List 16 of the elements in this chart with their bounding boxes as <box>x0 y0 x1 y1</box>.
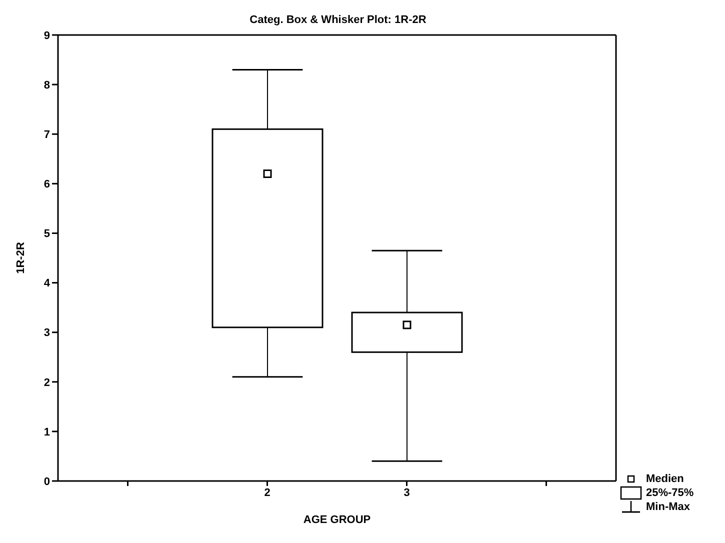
y-tick-label: 1 <box>44 426 50 438</box>
y-tick-label: 5 <box>44 228 50 240</box>
y-tick-label: 4 <box>44 278 51 290</box>
text: Min-Max <box>646 500 690 514</box>
chart-title: Categ. Box & Whisker Plot: 1R-2R <box>248 14 428 26</box>
y-tick-label: 0 <box>44 476 50 488</box>
y-tick-label: 7 <box>44 129 50 142</box>
text: 25%-75% <box>646 486 694 500</box>
y-tick-label: 9 <box>44 30 50 42</box>
y-tick-label: 8 <box>44 79 50 92</box>
text: Medien <box>646 472 684 486</box>
x-axis-title: AGE GROUP <box>303 514 371 526</box>
y-axis-title: 1R-2R <box>14 242 27 274</box>
y-tick-label: 3 <box>44 327 50 340</box>
y-tick-label: 6 <box>44 178 50 191</box>
y-tick-label: 2 <box>44 376 50 389</box>
